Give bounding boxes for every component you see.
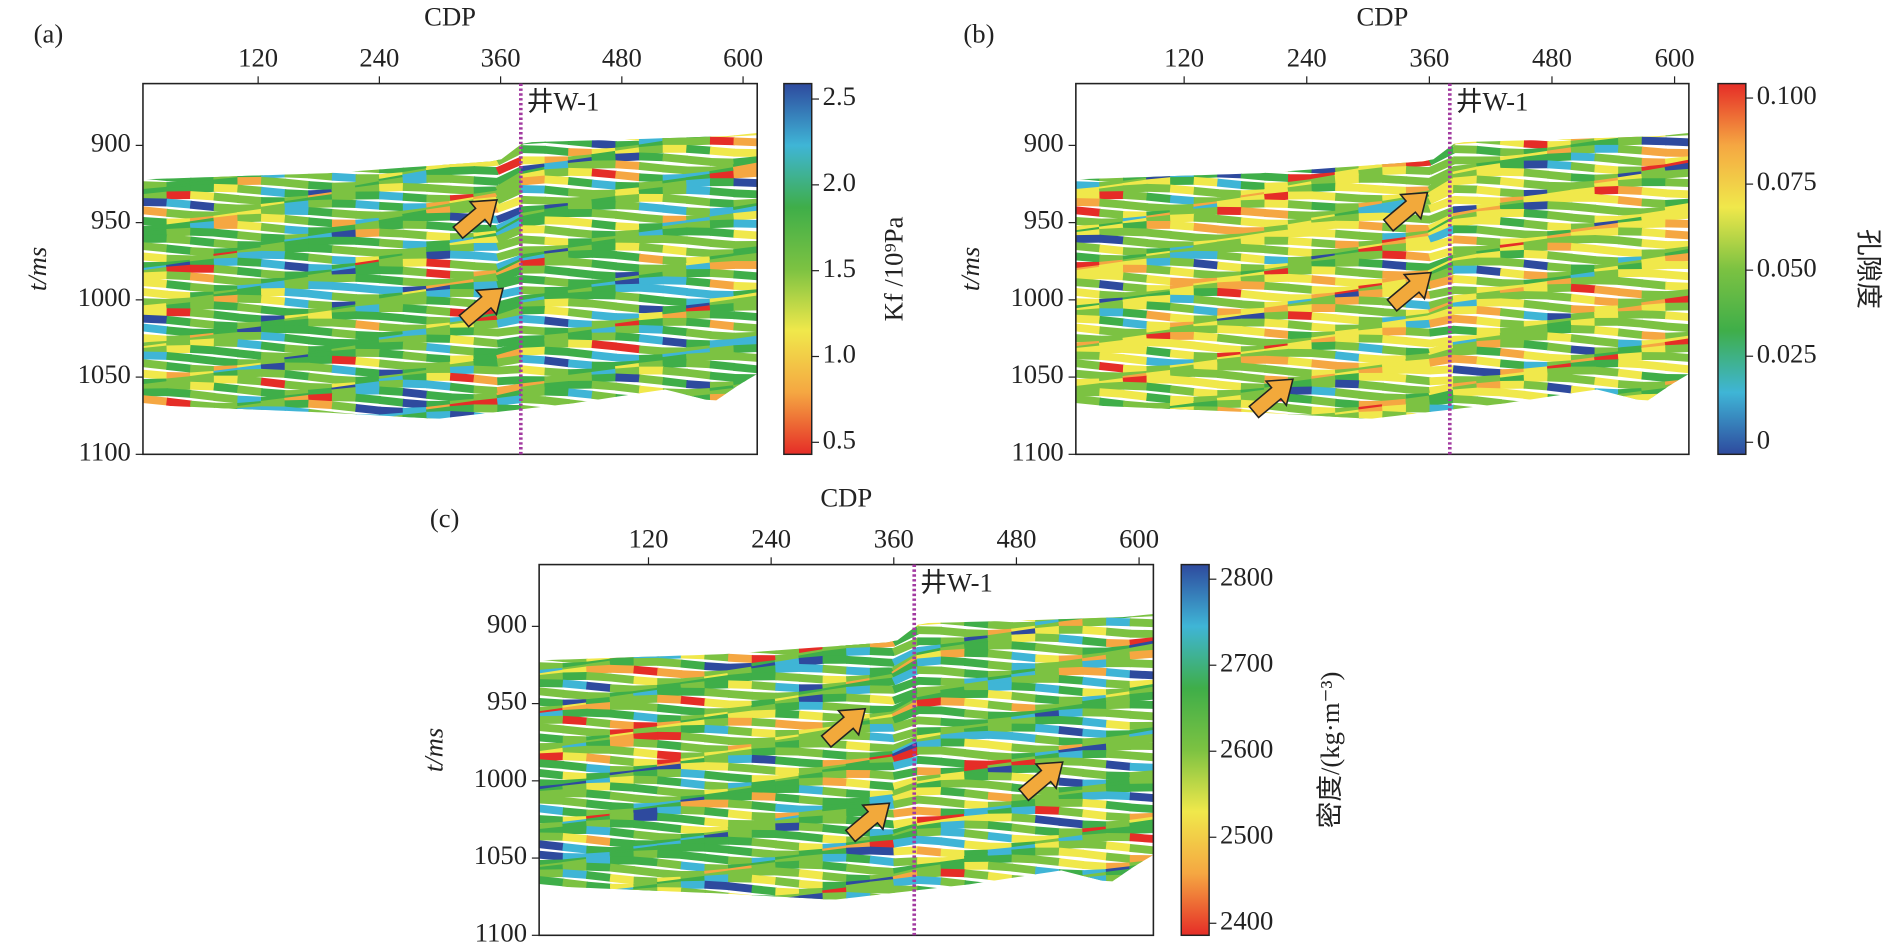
- well-label: 井W-1: [527, 86, 600, 116]
- section-image: [539, 614, 1154, 900]
- y-tick-label: 1100: [79, 436, 131, 466]
- y-axis-label: t/ms: [22, 247, 52, 291]
- y-tick-label: 1100: [475, 917, 527, 945]
- y-tick-label: 1000: [1010, 282, 1063, 312]
- arrow: [452, 199, 498, 240]
- y-tick-label: 1050: [1010, 359, 1063, 389]
- colorbar-tick-label: 2400: [1220, 905, 1273, 935]
- y-tick-label: 950: [91, 205, 131, 235]
- colorbar-tick-label: 2500: [1220, 819, 1273, 849]
- panel-label: (a): [34, 18, 64, 48]
- arrow: [458, 287, 505, 328]
- section-image: [142, 133, 758, 419]
- x-tick-label: 120: [1164, 43, 1204, 73]
- x-axis-label: CDP: [1356, 1, 1408, 31]
- colorbar-tick-label: 2800: [1220, 561, 1273, 591]
- x-tick-label: 360: [1409, 43, 1449, 73]
- x-tick-label: 600: [1119, 524, 1159, 554]
- colorbar: [1717, 82, 1747, 456]
- y-tick-label: 900: [487, 608, 527, 638]
- x-tick-label: 480: [996, 524, 1036, 554]
- colorbar-tick-label: 0: [1757, 424, 1770, 454]
- colorbar-tick-label: 0.5: [823, 424, 856, 454]
- arrow: [820, 707, 867, 749]
- colorbar-tick-label: 2700: [1220, 647, 1273, 677]
- x-tick-label: 240: [1287, 43, 1327, 73]
- x-tick-label: 120: [629, 524, 669, 554]
- plot-frame: [538, 563, 1155, 937]
- x-tick-label: 240: [359, 43, 399, 73]
- y-tick-label: 1000: [474, 763, 527, 793]
- section-image: [1075, 133, 1689, 419]
- x-axis-label: CDP: [820, 482, 872, 512]
- arrow: [1017, 761, 1064, 802]
- colorbar-tick-label: 0.075: [1757, 166, 1817, 196]
- x-tick-label: 600: [723, 43, 763, 73]
- y-tick-label: 1050: [78, 359, 131, 389]
- y-tick-label: 1100: [1011, 436, 1063, 466]
- colorbar-tick-label: 2.0: [823, 167, 856, 197]
- x-axis-label: CDP: [424, 1, 476, 31]
- colorbar-label: 密度/(kg·m⁻³): [1315, 672, 1345, 829]
- y-tick-label: 950: [487, 686, 527, 716]
- colorbar-tick-label: 0.025: [1757, 338, 1817, 368]
- y-tick-label: 900: [1024, 127, 1064, 157]
- y-axis-label: t/ms: [955, 247, 985, 291]
- y-tick-label: 950: [1024, 205, 1064, 235]
- colorbar-tick-label: 2600: [1220, 733, 1273, 763]
- y-tick-label: 900: [91, 127, 131, 157]
- y-tick-label: 1050: [474, 840, 527, 870]
- arrow: [1248, 378, 1294, 419]
- x-tick-label: 600: [1655, 43, 1695, 73]
- panel-label: (c): [430, 503, 460, 533]
- plot-frame: [1075, 82, 1690, 456]
- panel-label: (b): [963, 18, 994, 48]
- arrow: [1382, 191, 1429, 233]
- x-tick-label: 480: [602, 43, 642, 73]
- colorbar-tick-label: 0.100: [1757, 80, 1817, 110]
- x-tick-label: 480: [1532, 43, 1572, 73]
- colorbar: [783, 82, 813, 456]
- colorbar-label: Kf /10⁹Pa: [879, 216, 909, 321]
- x-tick-label: 240: [751, 524, 791, 554]
- well-label: 井W-1: [1456, 86, 1529, 116]
- arrow: [844, 802, 891, 843]
- x-tick-label: 120: [238, 43, 278, 73]
- colorbar: [1180, 563, 1210, 937]
- plot-frame: [142, 82, 758, 456]
- arrow: [1386, 271, 1433, 312]
- colorbar-label: 孔隙度: [1854, 229, 1884, 309]
- colorbar-tick-label: 2.5: [823, 81, 856, 111]
- x-tick-label: 360: [874, 524, 914, 554]
- colorbar-tick-label: 1.5: [823, 253, 856, 283]
- x-tick-label: 360: [481, 43, 521, 73]
- well-label: 井W-1: [920, 567, 993, 597]
- colorbar-tick-label: 1.0: [823, 339, 856, 369]
- y-axis-label: t/ms: [418, 728, 448, 772]
- colorbar-tick-label: 0.050: [1757, 252, 1817, 282]
- y-tick-label: 1000: [78, 282, 131, 312]
